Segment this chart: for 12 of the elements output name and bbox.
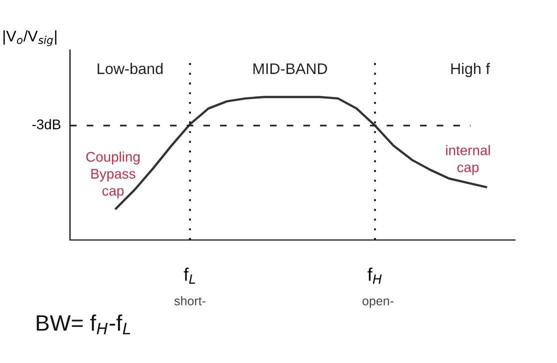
ref-line-label: -3dB	[32, 119, 60, 130]
text: short-	[174, 296, 206, 306]
text: open-	[362, 298, 394, 308]
text: Low-band	[98, 62, 163, 74]
annotation: Coupling Bypass cap	[86, 152, 140, 198]
x-tick-label: f$_{H}$	[368, 268, 382, 284]
x-tick-label: f$_{L}$	[184, 268, 196, 284]
annotation: internal cap	[446, 145, 490, 175]
text: BW= f$_{H}$-f$_{L}$	[36, 314, 130, 334]
text: MID-BAND	[253, 63, 328, 74]
text: High f	[451, 62, 490, 78]
y-axis-title: |V$_{o}$/V$_{sig}$|	[4, 30, 56, 46]
